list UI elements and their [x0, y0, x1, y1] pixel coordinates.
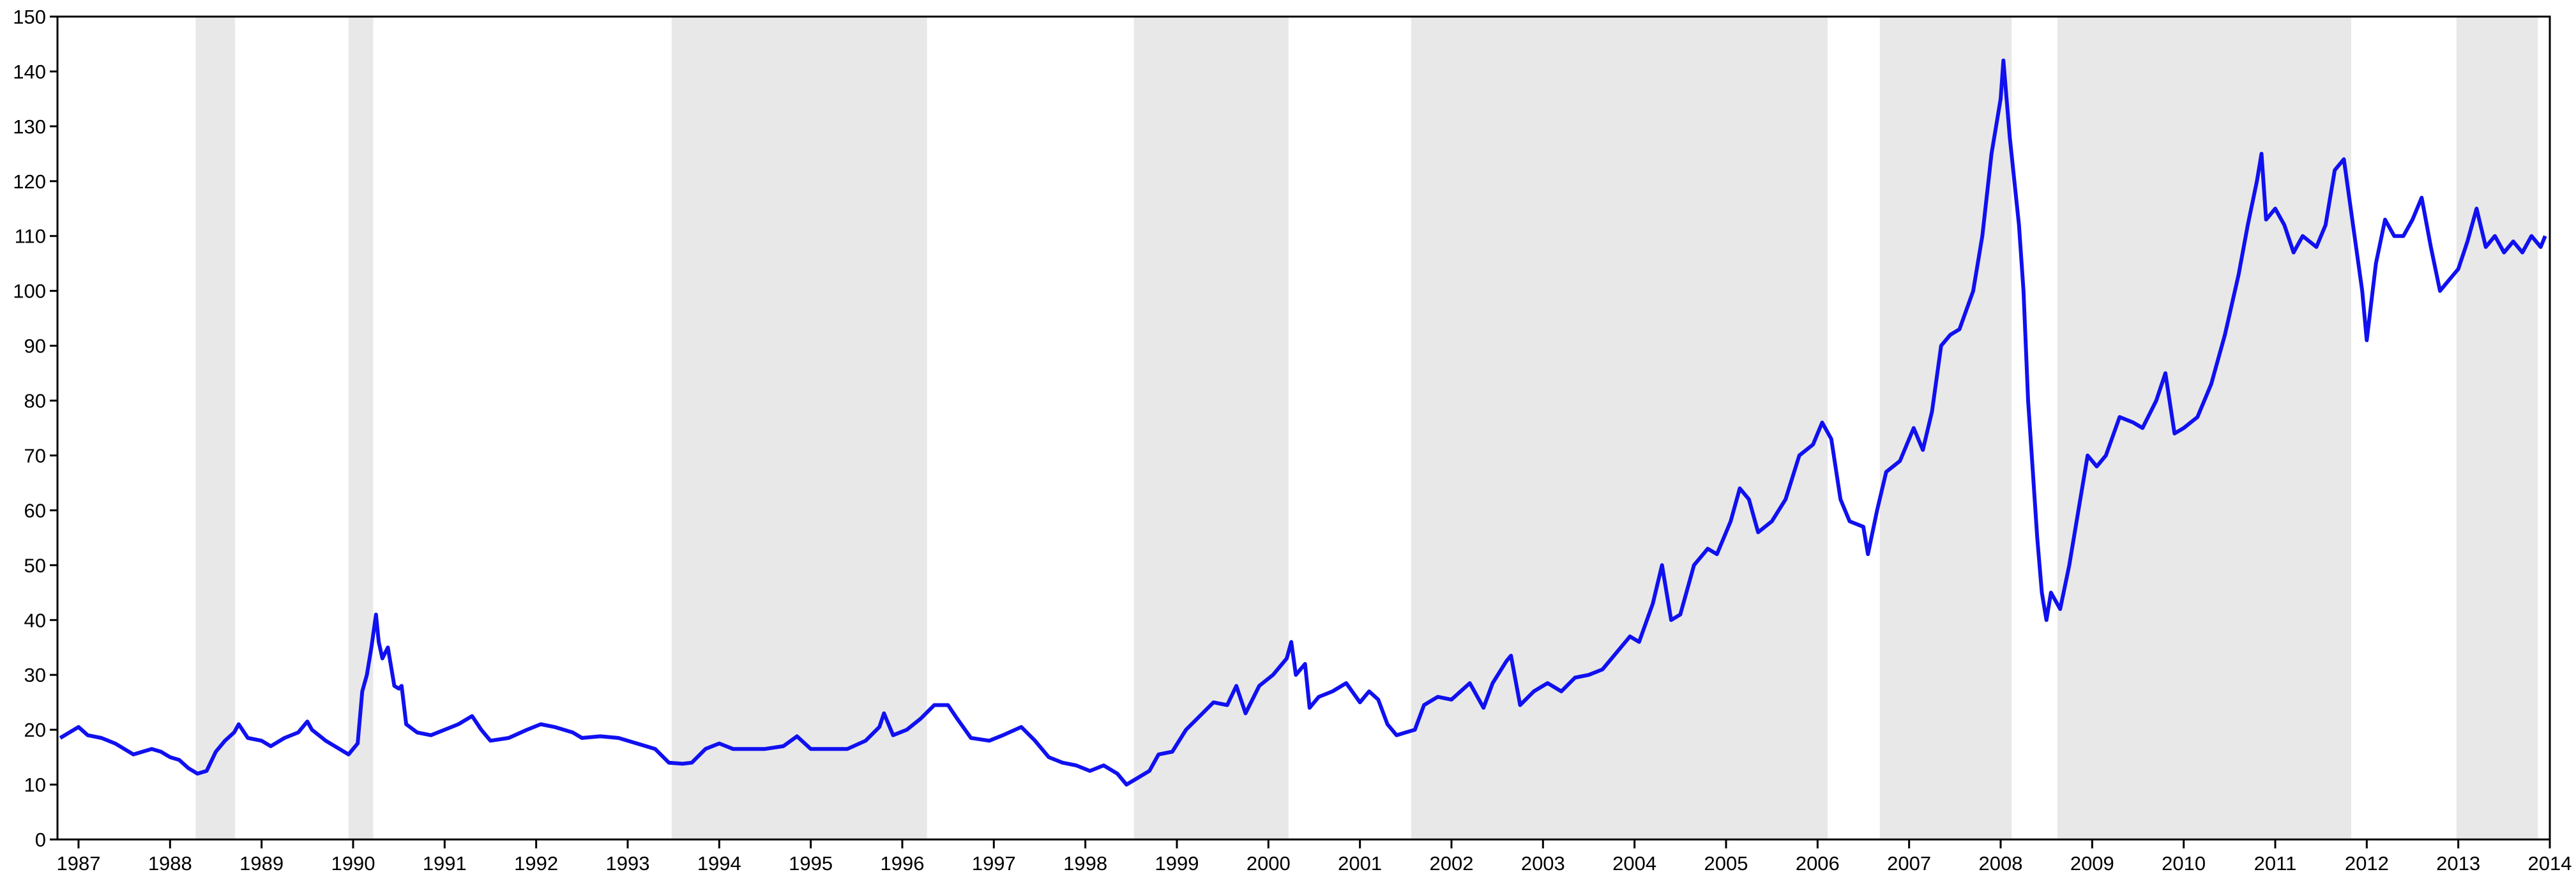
x-tick-label: 1989 [239, 852, 284, 875]
x-tick-label: 2011 [2254, 852, 2297, 875]
shaded-region [1133, 17, 1289, 839]
y-tick-label: 100 [13, 280, 46, 303]
shaded-region [2057, 17, 2351, 839]
x-tick-label: 2012 [2345, 852, 2389, 875]
x-tick-label: 2006 [1796, 852, 1840, 875]
x-tick-label: 2005 [1704, 852, 1748, 875]
shaded-region [1411, 17, 1828, 839]
y-tick-label: 90 [24, 335, 46, 357]
x-tick-label: 1998 [1063, 852, 1107, 875]
y-tick-label: 150 [13, 6, 46, 28]
y-tick-label: 120 [13, 170, 46, 193]
axes-layer: 0 10 20 30 40 50 60 70 80 90 100 110 120 130 140 150 198… [13, 6, 2572, 875]
shaded-region [671, 17, 927, 839]
x-tick-label: 1990 [331, 852, 375, 875]
x-tick-label: 1995 [789, 852, 833, 875]
y-tick-label: 110 [15, 225, 46, 248]
x-tick-label: 2007 [1887, 852, 1931, 875]
shaded-region [195, 17, 236, 839]
x-tick-label: 1996 [880, 852, 924, 875]
shaded-region [2456, 17, 2538, 839]
y-tick-label: 60 [24, 499, 46, 522]
x-tick-label: 2000 [1246, 852, 1291, 875]
y-tick-label: 80 [24, 390, 46, 412]
x-tick-label: 2001 [1338, 852, 1382, 875]
x-tick-label: 2002 [1430, 852, 1474, 875]
y-tick-label: 130 [13, 116, 46, 138]
y-tick-label: 50 [24, 554, 46, 576]
x-tick-label: 1992 [514, 852, 558, 875]
plot-layer [59, 58, 2547, 787]
y-tick-label: 70 [24, 444, 46, 467]
x-tick-label: 1993 [605, 852, 649, 875]
y-tick-label: 20 [24, 719, 46, 741]
plot-frame [56, 15, 2551, 841]
y-tick-label: 30 [24, 664, 46, 686]
x-tick-label: 2003 [1521, 852, 1565, 875]
y-tick-label: 40 [24, 609, 46, 631]
x-tick-label: 1988 [148, 852, 192, 875]
x-tick-label: 2009 [2070, 852, 2114, 875]
y-tick-label: 0 [35, 829, 46, 851]
y-tick-label: 10 [24, 774, 46, 796]
x-tick-label: 2008 [1979, 852, 2023, 875]
x-tick-label: 2013 [2436, 852, 2480, 875]
y-tick-label: 140 [13, 61, 46, 83]
x-tick-label: 2010 [2162, 852, 2206, 875]
x-tick-label: 1997 [972, 852, 1016, 875]
x-tick-label: 1994 [697, 852, 741, 875]
x-tick-label: 2004 [1612, 852, 1656, 875]
price-line [59, 58, 2547, 787]
x-tick-label: 1999 [1155, 852, 1199, 875]
x-tick-label: 2014 [2528, 852, 2572, 875]
x-tick-label: 1987 [56, 852, 100, 875]
x-tick-label: 1991 [423, 852, 467, 875]
